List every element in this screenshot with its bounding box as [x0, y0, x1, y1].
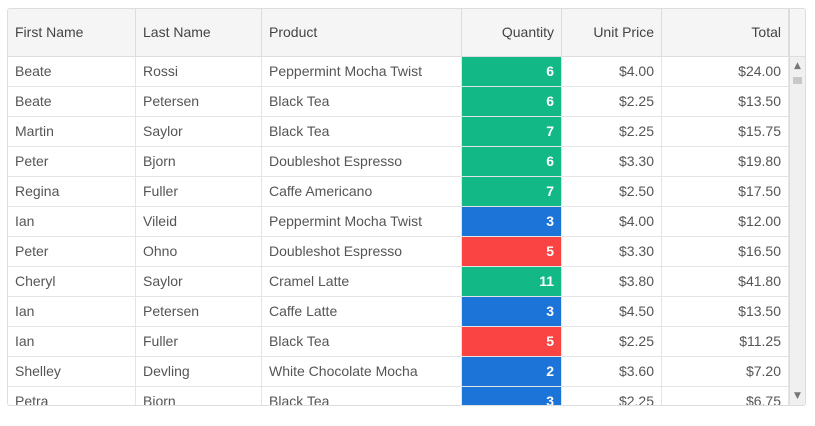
- column-header-quantity[interactable]: Quantity: [462, 9, 562, 56]
- column-header-product[interactable]: Product: [262, 9, 462, 56]
- cell-product[interactable]: Doubleshot Espresso: [262, 147, 462, 176]
- column-header-total[interactable]: Total: [662, 9, 789, 56]
- cell-unit-price[interactable]: $3.30: [562, 147, 662, 176]
- cell-first-name[interactable]: Peter: [8, 237, 136, 266]
- cell-quantity[interactable]: 7: [462, 117, 562, 146]
- cell-first-name[interactable]: Regina: [8, 177, 136, 206]
- cell-product[interactable]: Black Tea: [262, 327, 462, 356]
- cell-product[interactable]: Peppermint Mocha Twist: [262, 207, 462, 236]
- header-corner: [789, 9, 805, 56]
- data-grid: First Name Last Name Product Quantity Unit P…: [7, 8, 806, 406]
- grid-body: Beate Rossi Peppermint Mocha Twist 6 $4.00 $2…: [8, 57, 789, 405]
- cell-last-name[interactable]: Fuller: [136, 327, 262, 356]
- cell-total[interactable]: $12.00: [662, 207, 789, 236]
- cell-unit-price[interactable]: $3.30: [562, 237, 662, 266]
- cell-first-name[interactable]: Ian: [8, 297, 136, 326]
- cell-quantity[interactable]: 11: [462, 267, 562, 296]
- cell-product[interactable]: White Chocolate Mocha: [262, 357, 462, 386]
- table-row[interactable]: Regina Fuller Caffe Americano 7 $2.50 $17.50: [8, 177, 789, 207]
- cell-first-name[interactable]: Shelley: [8, 357, 136, 386]
- cell-first-name[interactable]: Ian: [8, 327, 136, 356]
- cell-total[interactable]: $41.80: [662, 267, 789, 296]
- cell-quantity[interactable]: 6: [462, 87, 562, 116]
- cell-first-name[interactable]: Ian: [8, 207, 136, 236]
- cell-first-name[interactable]: Peter: [8, 147, 136, 176]
- cell-first-name[interactable]: Petra: [8, 387, 136, 405]
- cell-total[interactable]: $24.00: [662, 57, 789, 86]
- table-row[interactable]: Cheryl Saylor Cramel Latte 11 $3.80 $41.80: [8, 267, 789, 297]
- table-row[interactable]: Petra Bjorn Black Tea 3 $2.25 $6.75: [8, 387, 789, 405]
- cell-first-name[interactable]: Martin: [8, 117, 136, 146]
- cell-last-name[interactable]: Ohno: [136, 237, 262, 266]
- table-row[interactable]: Peter Bjorn Doubleshot Espresso 6 $3.30 $19.8…: [8, 147, 789, 177]
- cell-total[interactable]: $6.75: [662, 387, 789, 405]
- cell-last-name[interactable]: Saylor: [136, 117, 262, 146]
- table-row[interactable]: Ian Vileid Peppermint Mocha Twist 3 $4.00 $12…: [8, 207, 789, 237]
- cell-total[interactable]: $13.50: [662, 297, 789, 326]
- table-row[interactable]: Martin Saylor Black Tea 7 $2.25 $15.75: [8, 117, 789, 147]
- cell-product[interactable]: Peppermint Mocha Twist: [262, 57, 462, 86]
- cell-last-name[interactable]: Vileid: [136, 207, 262, 236]
- table-row[interactable]: Ian Petersen Caffe Latte 3 $4.50 $13.50: [8, 297, 789, 327]
- cell-unit-price[interactable]: $2.25: [562, 87, 662, 116]
- cell-unit-price[interactable]: $3.80: [562, 267, 662, 296]
- cell-quantity[interactable]: 3: [462, 297, 562, 326]
- cell-total[interactable]: $15.75: [662, 117, 789, 146]
- chevron-up-icon[interactable]: ▲: [794, 61, 801, 71]
- cell-first-name[interactable]: Cheryl: [8, 267, 136, 296]
- cell-quantity[interactable]: 2: [462, 357, 562, 386]
- cell-total[interactable]: $17.50: [662, 177, 789, 206]
- cell-unit-price[interactable]: $4.00: [562, 207, 662, 236]
- cell-last-name[interactable]: Bjorn: [136, 387, 262, 405]
- cell-quantity[interactable]: 6: [462, 57, 562, 86]
- table-row[interactable]: Beate Rossi Peppermint Mocha Twist 6 $4.00 $2…: [8, 57, 789, 87]
- column-header-last-name[interactable]: Last Name: [136, 9, 262, 56]
- cell-product[interactable]: Cramel Latte: [262, 267, 462, 296]
- table-row[interactable]: Ian Fuller Black Tea 5 $2.25 $11.25: [8, 327, 789, 357]
- grid-header: First Name Last Name Product Quantity Unit P…: [8, 9, 805, 57]
- cell-quantity[interactable]: 5: [462, 237, 562, 266]
- cell-quantity[interactable]: 3: [462, 387, 562, 405]
- table-row[interactable]: Peter Ohno Doubleshot Espresso 5 $3.30 $16.50: [8, 237, 789, 267]
- cell-product[interactable]: Black Tea: [262, 117, 462, 146]
- scrollbar-thumb[interactable]: [793, 77, 802, 84]
- cell-unit-price[interactable]: $2.25: [562, 387, 662, 405]
- cell-quantity[interactable]: 5: [462, 327, 562, 356]
- cell-last-name[interactable]: Saylor: [136, 267, 262, 296]
- table-row[interactable]: Shelley Devling White Chocolate Mocha 2 $3.6…: [8, 357, 789, 387]
- table-row[interactable]: Beate Petersen Black Tea 6 $2.25 $13.50: [8, 87, 789, 117]
- cell-unit-price[interactable]: $2.50: [562, 177, 662, 206]
- cell-product[interactable]: Caffe Latte: [262, 297, 462, 326]
- cell-quantity[interactable]: 3: [462, 207, 562, 236]
- cell-last-name[interactable]: Fuller: [136, 177, 262, 206]
- cell-total[interactable]: $7.20: [662, 357, 789, 386]
- cell-unit-price[interactable]: $2.25: [562, 327, 662, 356]
- cell-total[interactable]: $16.50: [662, 237, 789, 266]
- cell-product[interactable]: Doubleshot Espresso: [262, 237, 462, 266]
- cell-product[interactable]: Caffe Americano: [262, 177, 462, 206]
- cell-last-name[interactable]: Petersen: [136, 87, 262, 116]
- cell-product[interactable]: Black Tea: [262, 87, 462, 116]
- cell-last-name[interactable]: Devling: [136, 357, 262, 386]
- cell-product[interactable]: Black Tea: [262, 387, 462, 405]
- chevron-down-icon[interactable]: ▼: [794, 391, 801, 401]
- cell-quantity[interactable]: 6: [462, 147, 562, 176]
- column-header-unit-price[interactable]: Unit Price: [562, 9, 662, 56]
- cell-total[interactable]: $19.80: [662, 147, 789, 176]
- cell-unit-price[interactable]: $2.25: [562, 117, 662, 146]
- cell-first-name[interactable]: Beate: [8, 57, 136, 86]
- vertical-scrollbar[interactable]: ▲ ▼: [789, 57, 805, 405]
- cell-total[interactable]: $11.25: [662, 327, 789, 356]
- cell-total[interactable]: $13.50: [662, 87, 789, 116]
- cell-unit-price[interactable]: $4.50: [562, 297, 662, 326]
- column-header-first-name[interactable]: First Name: [8, 9, 136, 56]
- cell-unit-price[interactable]: $4.00: [562, 57, 662, 86]
- cell-unit-price[interactable]: $3.60: [562, 357, 662, 386]
- cell-last-name[interactable]: Petersen: [136, 297, 262, 326]
- cell-quantity[interactable]: 7: [462, 177, 562, 206]
- cell-last-name[interactable]: Rossi: [136, 57, 262, 86]
- cell-last-name[interactable]: Bjorn: [136, 147, 262, 176]
- cell-first-name[interactable]: Beate: [8, 87, 136, 116]
